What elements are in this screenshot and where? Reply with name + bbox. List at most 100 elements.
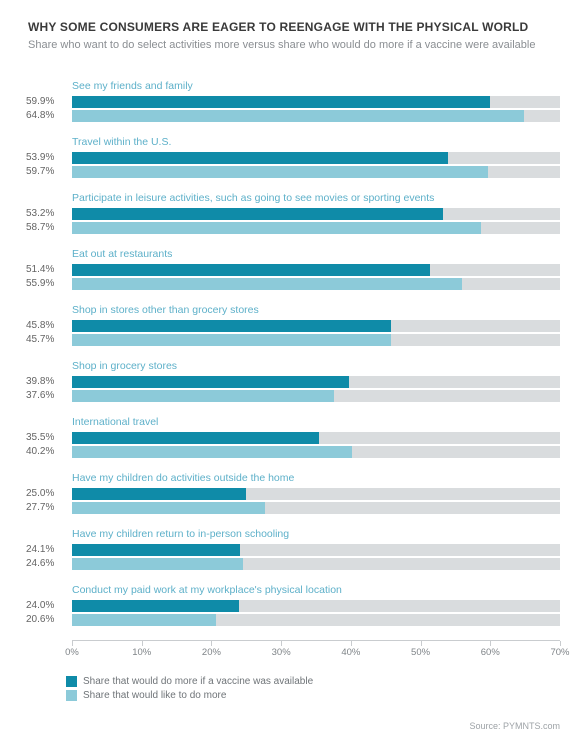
pct-label: 58.7% bbox=[26, 222, 68, 234]
bar-track bbox=[72, 110, 560, 122]
bar-fill-would_like bbox=[72, 166, 488, 178]
bar-group: Have my children return to in-person sch… bbox=[72, 528, 560, 570]
bar-fill-vaccine bbox=[72, 320, 391, 332]
bar-track bbox=[72, 334, 560, 346]
group-label: Participate in leisure activities, such … bbox=[72, 192, 560, 204]
chart-title: WHY SOME CONSUMERS ARE EAGER TO REENGAGE… bbox=[28, 20, 560, 34]
bar-row-vaccine: 51.4% bbox=[72, 264, 560, 276]
bar-track bbox=[72, 390, 560, 402]
bar-fill-would_like bbox=[72, 502, 265, 514]
group-label: Have my children do activities outside t… bbox=[72, 472, 560, 484]
bar-track bbox=[72, 222, 560, 234]
bar-row-would_like: 59.7% bbox=[72, 166, 560, 178]
bar-fill-vaccine bbox=[72, 600, 239, 612]
axis-tick-label: 50% bbox=[411, 647, 430, 658]
bar-group: Participate in leisure activities, such … bbox=[72, 192, 560, 234]
bar-group: Shop in grocery stores 39.8% 37.6% bbox=[72, 360, 560, 402]
bar-track bbox=[72, 614, 560, 626]
bar-row-would_like: 20.6% bbox=[72, 614, 560, 626]
axis-tick bbox=[490, 641, 491, 646]
group-label: Travel within the U.S. bbox=[72, 136, 560, 148]
pct-label: 39.8% bbox=[26, 376, 68, 388]
bar-fill-vaccine bbox=[72, 264, 430, 276]
legend-swatch-would-like bbox=[66, 690, 77, 701]
bar-fill-would_like bbox=[72, 558, 243, 570]
bar-fill-vaccine bbox=[72, 152, 448, 164]
bar-fill-would_like bbox=[72, 334, 391, 346]
axis-tick-label: 10% bbox=[132, 647, 151, 658]
bar-row-vaccine: 45.8% bbox=[72, 320, 560, 332]
legend-item-vaccine: Share that would do more if a vaccine wa… bbox=[66, 676, 560, 687]
pct-label: 35.5% bbox=[26, 432, 68, 444]
pct-label: 55.9% bbox=[26, 278, 68, 290]
pct-label: 24.6% bbox=[26, 558, 68, 570]
group-label: See my friends and family bbox=[72, 80, 560, 92]
axis-tick-label: 60% bbox=[481, 647, 500, 658]
bar-fill-vaccine bbox=[72, 544, 240, 556]
pct-label: 24.1% bbox=[26, 544, 68, 556]
bar-row-would_like: 55.9% bbox=[72, 278, 560, 290]
bar-row-vaccine: 53.9% bbox=[72, 152, 560, 164]
bar-row-vaccine: 24.0% bbox=[72, 600, 560, 612]
legend-swatch-vaccine bbox=[66, 676, 77, 687]
bar-group: Conduct my paid work at my workplace's p… bbox=[72, 584, 560, 626]
bar-row-would_like: 40.2% bbox=[72, 446, 560, 458]
bar-row-would_like: 37.6% bbox=[72, 390, 560, 402]
bar-group: Shop in stores other than grocery stores… bbox=[72, 304, 560, 346]
bar-track bbox=[72, 166, 560, 178]
bar-fill-vaccine bbox=[72, 208, 443, 220]
bar-track bbox=[72, 446, 560, 458]
bar-row-vaccine: 39.8% bbox=[72, 376, 560, 388]
bar-row-vaccine: 24.1% bbox=[72, 544, 560, 556]
axis-tick bbox=[560, 641, 561, 646]
x-axis: 0%10%20%30%40%50%60%70% bbox=[72, 640, 560, 664]
pct-label: 27.7% bbox=[26, 502, 68, 514]
source-text: Source: PYMNTS.com bbox=[28, 721, 560, 731]
group-label: International travel bbox=[72, 416, 560, 428]
axis-tick-label: 40% bbox=[341, 647, 360, 658]
chart-subtitle: Share who want to do select activities m… bbox=[28, 38, 560, 52]
pct-label: 59.7% bbox=[26, 166, 68, 178]
bar-track bbox=[72, 544, 560, 556]
pct-label: 40.2% bbox=[26, 446, 68, 458]
bar-fill-vaccine bbox=[72, 488, 246, 500]
bar-fill-would_like bbox=[72, 446, 352, 458]
pct-label: 45.7% bbox=[26, 334, 68, 346]
bar-track bbox=[72, 600, 560, 612]
axis-tick-label: 20% bbox=[202, 647, 221, 658]
bar-track bbox=[72, 208, 560, 220]
group-label: Shop in stores other than grocery stores bbox=[72, 304, 560, 316]
axis-tick-label: 70% bbox=[550, 647, 569, 658]
axis-tick bbox=[72, 641, 73, 646]
pct-label: 45.8% bbox=[26, 320, 68, 332]
axis-tick bbox=[421, 641, 422, 646]
group-label: Conduct my paid work at my workplace's p… bbox=[72, 584, 560, 596]
axis-tick bbox=[351, 641, 352, 646]
bar-fill-vaccine bbox=[72, 432, 319, 444]
bar-track bbox=[72, 152, 560, 164]
legend-label-vaccine: Share that would do more if a vaccine wa… bbox=[83, 676, 313, 687]
bar-group: Eat out at restaurants 51.4% 55.9% bbox=[72, 248, 560, 290]
bar-row-vaccine: 59.9% bbox=[72, 96, 560, 108]
chart-area: See my friends and family59.9%64.8%Trave… bbox=[72, 80, 560, 664]
bar-track bbox=[72, 278, 560, 290]
bar-row-vaccine: 35.5% bbox=[72, 432, 560, 444]
bar-group: International travel 35.5% 40.2% bbox=[72, 416, 560, 458]
bar-track bbox=[72, 558, 560, 570]
group-label: Eat out at restaurants bbox=[72, 248, 560, 260]
pct-label: 53.2% bbox=[26, 208, 68, 220]
group-label: Shop in grocery stores bbox=[72, 360, 560, 372]
bar-fill-would_like bbox=[72, 278, 462, 290]
pct-label: 51.4% bbox=[26, 264, 68, 276]
bar-track bbox=[72, 320, 560, 332]
bar-track bbox=[72, 96, 560, 108]
bar-fill-would_like bbox=[72, 390, 334, 402]
bar-track bbox=[72, 488, 560, 500]
pct-label: 37.6% bbox=[26, 390, 68, 402]
legend: Share that would do more if a vaccine wa… bbox=[66, 676, 560, 701]
axis-tick bbox=[211, 641, 212, 646]
bar-track bbox=[72, 264, 560, 276]
bar-row-vaccine: 53.2% bbox=[72, 208, 560, 220]
axis-tick-label: 0% bbox=[65, 647, 79, 658]
legend-label-would-like: Share that would like to do more bbox=[83, 690, 226, 701]
